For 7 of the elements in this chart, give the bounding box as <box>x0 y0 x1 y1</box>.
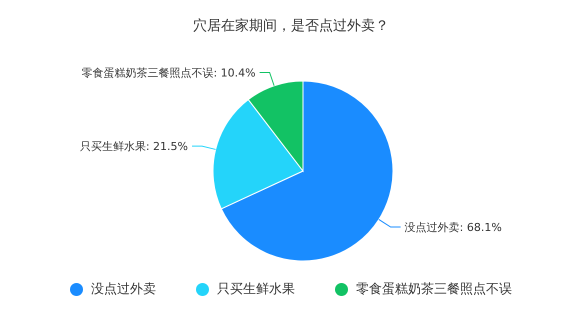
legend-label: 没点过外卖 <box>91 281 156 298</box>
legend-label: 只买生鲜水果 <box>217 281 295 298</box>
data-label: 零食蛋糕奶茶三餐照点不误: 10.4% <box>81 66 256 80</box>
data-label: 只买生鲜水果: 21.5% <box>80 140 188 154</box>
data-label: 没点过外卖: 68.1% <box>404 221 502 234</box>
legend-label: 零食蛋糕奶茶三餐照点不误 <box>356 281 512 298</box>
chart-title: 穴居在家期间，是否点过外卖？ <box>193 18 389 34</box>
